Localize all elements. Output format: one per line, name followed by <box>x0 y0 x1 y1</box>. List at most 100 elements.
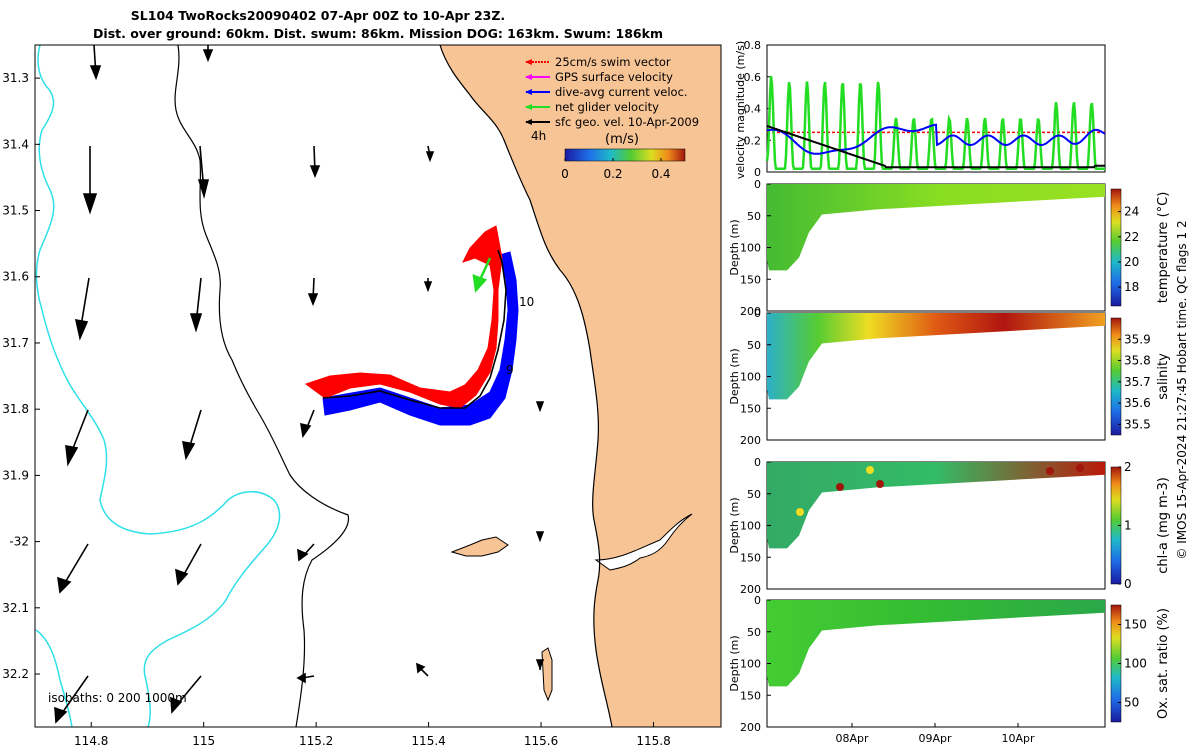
velocity-y-tick-label: 0 <box>754 166 761 179</box>
section-colorbar <box>1110 317 1122 436</box>
map-x-tick-label: 114.8 <box>74 734 108 748</box>
map-y-tick-label: 31.8 <box>2 402 29 416</box>
section-cbar-tick-label: 35.7 <box>1124 375 1151 389</box>
geo-velocity-arrows <box>54 45 545 724</box>
map-y-ticks: 31.3 31.4 31.5 31.6 31.7 31.8 31.9 -32 32.1 32.2 <box>2 71 40 681</box>
velocity-y-tick-label: 0.6 <box>744 71 762 84</box>
section-y-tick-label: 100 <box>740 371 761 384</box>
section-ylabel: Depth (m) <box>728 497 741 553</box>
legend-label: 25cm/s swim vector <box>555 55 671 69</box>
current-vectors <box>322 251 519 426</box>
section-ylabel: Depth (m) <box>728 219 741 275</box>
section-panel-1: 0 50 100 150 200 Depth (m) 18 20 22 24 temperature… <box>728 178 1171 318</box>
legend-label: sfc geo. vel. 10-Apr-2009 <box>555 115 699 129</box>
map-panel: 10 9 isobaths: 0 200 1000m 114.8 115 115.2… <box>2 44 722 748</box>
map-y-tick-label: 31.7 <box>2 336 29 350</box>
legend-label: net glider velocity <box>555 100 659 114</box>
map-y-tick-label: 32.1 <box>2 601 29 615</box>
chl-hotspot <box>836 483 844 491</box>
section-y-tick-label: 0 <box>754 594 761 607</box>
section-cbar-label: temperature (°C) <box>1156 192 1171 304</box>
legend-arrowhead <box>525 104 532 110</box>
time-label: 4h <box>531 129 546 143</box>
section-data <box>767 313 1105 400</box>
section-y-tick-label: 200 <box>740 434 761 447</box>
velocity-y-tick-label: 0.8 <box>744 39 762 52</box>
land-coast <box>440 45 721 727</box>
glider-track <box>322 249 507 409</box>
map-y-tick-label: -32 <box>9 535 29 549</box>
map-y-tick-label: 31.6 <box>2 270 29 284</box>
section-cbar-tick-label: 35.8 <box>1124 354 1151 368</box>
section-cbar-label: salinity <box>1156 353 1171 400</box>
section-cbar-tick-label: 22 <box>1124 230 1139 244</box>
section-x-tick-label: 08Apr <box>835 732 869 745</box>
velocity-panel: 0 0.2 0.4 0.6 0.8 velocity magnitude (m/s) <box>734 39 1106 179</box>
velocity-y-tick-label: 0.2 <box>744 134 762 147</box>
title-line-1: SL104 TwoRocks20090402 07-Apr 00Z to 10-… <box>131 8 505 23</box>
velocity-ylabel: velocity magnitude (m/s) <box>734 41 747 179</box>
colorbar-unit: (m/s) <box>605 132 639 147</box>
section-cbar-tick-label: 24 <box>1124 205 1139 219</box>
speed-cbar-tick-label: 0 <box>561 167 569 181</box>
section-cbar-tick-label: 20 <box>1124 255 1139 269</box>
section-y-tick-label: 100 <box>740 658 761 671</box>
section-cbar-tick-label: 18 <box>1124 280 1139 294</box>
section-y-tick-label: 100 <box>740 242 761 255</box>
section-y-tick-label: 50 <box>747 488 761 501</box>
section-cbar-tick-label: 35.9 <box>1124 332 1151 346</box>
chl-hotspot <box>866 466 874 474</box>
isobath-200m-black <box>174 45 350 727</box>
map-y-tick-label: 31.9 <box>2 468 29 482</box>
section-cbar-tick-label: 35.5 <box>1124 417 1151 431</box>
legend-arrowhead <box>525 74 532 80</box>
section-y-tick-label: 150 <box>740 689 761 702</box>
map-x-tick-label: 115.2 <box>299 734 333 748</box>
section-ylabel: Depth (m) <box>728 635 741 691</box>
island-garden <box>450 536 509 557</box>
legend-arrowhead <box>525 119 532 125</box>
speed-cbar-tick-label: 0.2 <box>603 167 622 181</box>
net-velocity-arrow <box>472 257 492 293</box>
legend-arrowhead <box>525 89 532 95</box>
map-x-ticks: 114.8 115 115.2 115.4 115.6 115.8 <box>74 722 671 748</box>
island-small <box>541 647 553 702</box>
section-y-tick-label: 150 <box>740 273 761 286</box>
isobaths-label: isobaths: 0 200 1000m <box>48 691 187 705</box>
legend-label: dive-avg current veloc. <box>555 85 688 99</box>
section-data <box>767 462 1105 549</box>
section-y-tick-label: 0 <box>754 178 761 191</box>
map-y-tick-label: 31.5 <box>2 204 29 218</box>
section-y-tick-label: 50 <box>747 339 761 352</box>
speed-cbar-tick-label: 0.4 <box>651 167 670 181</box>
section-y-tick-label: 0 <box>754 307 761 320</box>
map-x-tick-label: 115 <box>192 734 215 748</box>
map-x-tick-label: 115.8 <box>636 734 670 748</box>
section-cbar-tick-label: 100 <box>1124 657 1147 671</box>
section-x-tick-label: 10Apr <box>1001 732 1035 745</box>
section-cbar-tick-label: 50 <box>1124 696 1139 710</box>
section-panel-4: 0 50 100 150 200 Depth (m) 50 100 150 Ox. sat. ra… <box>728 594 1171 745</box>
section-cbar-tick-label: 0 <box>1124 577 1132 591</box>
map-y-tick-label: 31.4 <box>2 137 29 151</box>
legend-arrowhead <box>525 59 532 65</box>
section-x-tick-label: 09Apr <box>918 732 952 745</box>
section-y-tick-label: 0 <box>754 456 761 469</box>
section-data <box>767 600 1105 687</box>
section-y-tick-label: 200 <box>740 583 761 596</box>
section-y-tick-label: 150 <box>740 402 761 415</box>
isobath-200m <box>35 629 73 727</box>
isobath-1000m <box>35 45 281 727</box>
section-cbar-label: Ox. sat. ratio (%) <box>1156 608 1171 719</box>
section-cbar-label: chl-a (mg m-3) <box>1156 477 1171 574</box>
section-panel-3: 0 50 100 150 200 Depth (m) 0 1 2 chl-a (mg m-3) <box>728 456 1171 596</box>
credit-note: © IMOS 15-Apr-2024 21:27:45 Hobart time.… <box>1175 220 1189 559</box>
section-cbar-tick-label: 1 <box>1124 519 1132 533</box>
chl-hotspot <box>1076 464 1084 472</box>
geo-speed-series <box>766 125 1105 169</box>
section-panel-2: 0 50 100 150 200 Depth (m) 35.5 35.6 35.7 35.8 35.… <box>728 307 1171 447</box>
section-y-tick-label: 50 <box>747 626 761 639</box>
section-colorbar <box>1110 188 1122 307</box>
